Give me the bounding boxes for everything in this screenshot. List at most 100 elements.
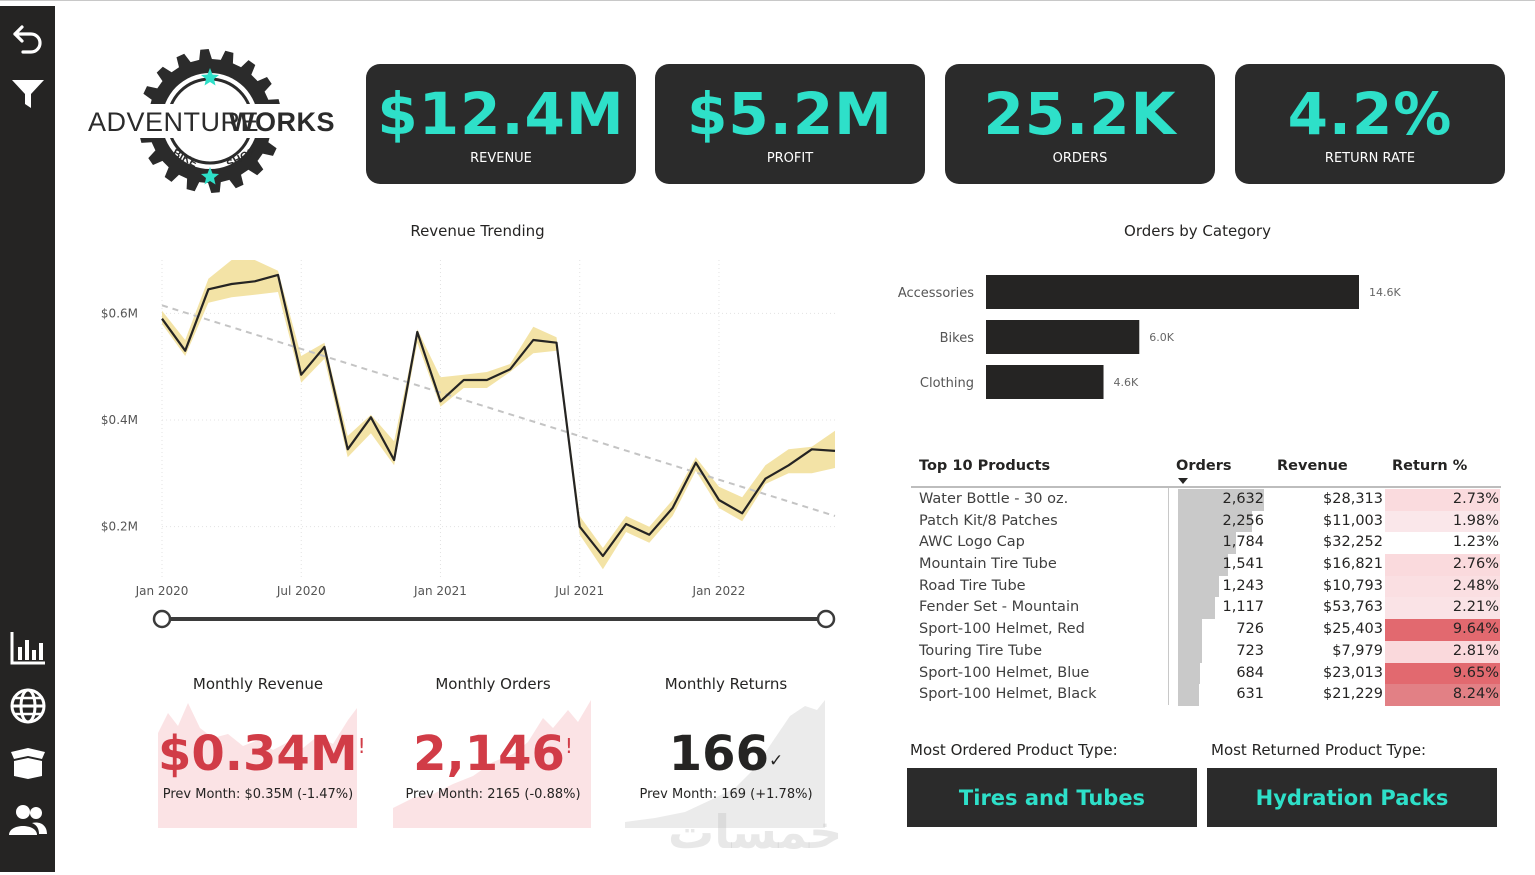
users-icon[interactable] xyxy=(8,801,48,841)
slider-end-handle[interactable] xyxy=(816,609,836,629)
kpi-value: $12.4M xyxy=(377,80,625,148)
orders-data-bar xyxy=(1178,554,1229,576)
slider-start-handle[interactable] xyxy=(152,609,172,629)
y-tick-label: $0.6M xyxy=(101,306,138,320)
header-product[interactable]: Top 10 Products xyxy=(919,458,1051,474)
table-row[interactable]: Sport-100 Helmet, Red 726 $25,403 9.64% xyxy=(911,619,1501,641)
header-revenue[interactable]: Revenue xyxy=(1277,458,1348,474)
revenue-line[interactable] xyxy=(161,273,836,558)
return-heat-cell xyxy=(1385,597,1500,620)
orders-value: 723 xyxy=(1236,642,1264,659)
return-pct-value: 2.48% xyxy=(1452,577,1499,594)
return-pct-value: 2.21% xyxy=(1452,599,1499,616)
orders-value: 2,632 xyxy=(1222,491,1264,507)
return-pct-value: 9.65% xyxy=(1452,664,1499,681)
revenue-value: $7,979 xyxy=(1332,642,1383,659)
kpi-label: PROFIT xyxy=(766,151,814,166)
bar-data-label: 14.6K xyxy=(1369,286,1401,299)
monthly-orders-sparkline xyxy=(393,700,591,828)
top-10-products-table: Top 10 Products Orders Revenue Return % … xyxy=(911,452,1501,706)
orders-by-category-chart[interactable]: Accessories 14.6K Bikes 6.0K Clothing 4.6K xyxy=(890,268,1510,408)
table-row[interactable]: Patch Kit/8 Patches 2,256 $11,003 1.98% xyxy=(911,510,1501,533)
return-pct-value: 8.24% xyxy=(1452,686,1499,703)
bar-data-label: 4.6K xyxy=(1114,376,1139,389)
back-icon[interactable] xyxy=(8,18,48,58)
x-tick-label: Jan 2020 xyxy=(135,584,189,598)
table-row[interactable]: Water Bottle - 30 oz. 2,632 $28,313 2.73% xyxy=(911,489,1501,511)
monthly-revenue-prev: Prev Month: $0.35M (-1.47%) xyxy=(162,787,354,802)
orders-data-bar xyxy=(1178,510,1252,533)
table-row[interactable]: Touring Tire Tube 723 $7,979 2.81% xyxy=(911,640,1501,663)
return-heat-cell xyxy=(1385,684,1500,706)
kpi-label: ORDERS xyxy=(1052,151,1108,166)
globe-icon[interactable] xyxy=(8,686,48,726)
revenue-value: $21,229 xyxy=(1323,686,1383,703)
trend-line xyxy=(161,304,836,517)
product-name: Patch Kit/8 Patches xyxy=(919,512,1058,529)
kpi-profit-card: $5.2M PROFIT xyxy=(655,64,925,184)
check-icon: ✓ xyxy=(768,751,784,771)
y-tick-label: $0.2M xyxy=(101,520,138,534)
table-row[interactable]: Road Tire Tube 1,243 $10,793 2.48% xyxy=(911,575,1501,598)
product-name: Mountain Tire Tube xyxy=(919,556,1057,573)
orders-data-bar xyxy=(1178,532,1237,555)
monthly-revenue-sparkline xyxy=(158,703,357,828)
bar-chart-icon[interactable] xyxy=(8,628,48,668)
revenue-value: $32,252 xyxy=(1323,534,1383,551)
kpi-label: REVENUE xyxy=(470,151,532,166)
monthly-orders-value: 2,146 xyxy=(413,726,565,782)
table-row[interactable]: AWC Logo Cap 1,784 $32,252 1.23% xyxy=(911,532,1501,555)
orders-value: 1,117 xyxy=(1222,599,1264,616)
product-name: Fender Set - Mountain xyxy=(919,599,1080,616)
table-row[interactable]: Fender Set - Mountain 1,117 $53,763 2.21% xyxy=(911,597,1501,620)
most-returned-type-label: Most Returned Product Type: xyxy=(1211,741,1427,759)
category-label: Bikes xyxy=(940,331,975,346)
table-row[interactable]: Mountain Tire Tube 1,541 $16,821 2.76% xyxy=(911,554,1501,576)
product-name: Road Tire Tube xyxy=(919,577,1026,594)
revenue-trending-chart[interactable]: $0.6M $0.4M $0.2M Jan 2020 Jul 2020 Jan 2021 J… xyxy=(90,250,850,650)
return-heat-cell xyxy=(1385,662,1500,685)
x-tick-label: Jan 2022 xyxy=(692,584,746,598)
table-row[interactable]: Sport-100 Helmet, Blue 684 $23,013 9.65% xyxy=(911,662,1501,685)
revenue-trending-title: Revenue Trending xyxy=(410,222,545,240)
product-name: Touring Tire Tube xyxy=(919,642,1043,659)
return-pct-value: 2.76% xyxy=(1452,556,1499,573)
return-heat-cell xyxy=(1385,532,1500,555)
x-tick-label: Jul 2021 xyxy=(554,584,604,598)
monthly-orders-title: Monthly Orders xyxy=(435,675,551,693)
orders-value: 684 xyxy=(1236,664,1264,681)
return-pct-value: 1.98% xyxy=(1452,512,1499,529)
sort-descending-icon[interactable] xyxy=(1178,478,1188,484)
category-bar[interactable] xyxy=(986,275,1359,309)
return-pct-value: 2.73% xyxy=(1452,491,1499,507)
filter-icon[interactable] xyxy=(8,74,48,114)
warning-icon: ! xyxy=(564,734,573,758)
header-orders[interactable]: Orders xyxy=(1176,458,1232,474)
most-ordered-type-value: Tires and Tubes xyxy=(958,785,1146,810)
most-returned-type-value: Hydration Packs xyxy=(1255,785,1449,810)
header-return-pct[interactable]: Return % xyxy=(1392,458,1468,474)
category-bar[interactable] xyxy=(986,320,1140,354)
table-row[interactable]: Sport-100 Helmet, Black 631 $21,229 8.24% xyxy=(911,684,1501,706)
revenue-value: $10,793 xyxy=(1323,577,1383,594)
product-name: Sport-100 Helmet, Blue xyxy=(919,664,1090,681)
table-header: Top 10 Products Orders Revenue Return % xyxy=(911,452,1501,488)
return-heat-cell xyxy=(1385,510,1500,533)
box-icon[interactable] xyxy=(8,743,48,783)
monthly-returns-prev: Prev Month: 169 (+1.78%) xyxy=(639,787,813,802)
orders-value: 2,256 xyxy=(1222,512,1264,529)
monthly-revenue-title: Monthly Revenue xyxy=(192,675,324,693)
return-heat-cell xyxy=(1385,619,1500,641)
category-bar[interactable] xyxy=(986,365,1104,399)
monthly-returns-title: Monthly Returns xyxy=(664,675,788,693)
product-name: Sport-100 Helmet, Black xyxy=(919,686,1097,703)
orders-data-bar xyxy=(1178,489,1264,511)
kpi-value: 25.2K xyxy=(983,80,1177,148)
logo-text-works: WORKS xyxy=(229,107,334,137)
adventureworks-logo: ADVENTURE WORKS BIKE SHOP xyxy=(86,46,335,196)
bar-data-label: 6.0K xyxy=(1149,331,1174,344)
orders-value: 1,541 xyxy=(1222,556,1264,573)
kpi-value: 4.2% xyxy=(1287,80,1453,148)
column-divider xyxy=(1168,488,1169,705)
monthly-orders-card: 2,146! xyxy=(393,726,593,782)
